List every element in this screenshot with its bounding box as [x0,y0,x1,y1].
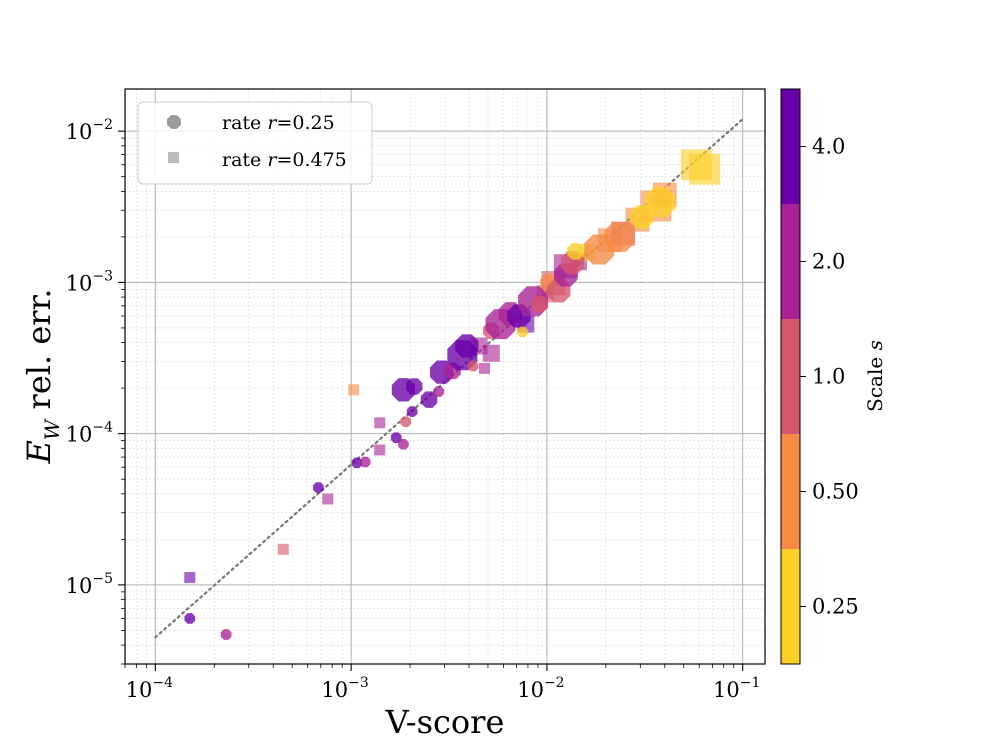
data-point-octagon [420,391,438,408]
legend-entry-0-suffix: =0.25 [276,112,334,134]
data-point-octagon [359,456,371,468]
y-tick-label: 10−5 [66,571,113,598]
data-point-octagon [390,432,402,444]
data-point-square [322,493,334,505]
data-point-octagon [567,243,584,260]
colorbar-tick-label: 0.25 [812,595,859,619]
colorbar-segment [781,204,800,319]
data-point-square [277,543,289,555]
legend-entry-1-var: r [267,149,278,171]
legend-box [137,101,373,185]
x-tick-label: 10−1 [713,675,760,702]
colorbar-tick-label: 1.0 [812,365,845,389]
colorbar-tick-label: 2.0 [812,250,845,274]
data-point-octagon [467,360,479,372]
major-grid [125,89,765,664]
y-tick-label: 10−4 [66,420,113,447]
x-axis-title: V-score [385,703,505,741]
plot-frame [124,88,766,665]
colorbar-title-var: s [863,340,887,350]
colorbar-title: Scale s [863,340,887,412]
data-point-octagon [398,439,409,450]
colorbar: 0.25 0.50 1.0 2.0 4.0 [781,89,859,664]
ticks-layer [118,130,744,671]
legend-octagon-marker [167,115,181,129]
data-point-octagon [400,416,412,428]
colorbar-segment [781,319,800,434]
legend-square-marker [168,152,179,163]
data-point-octagon [184,613,196,624]
data-point-square [374,444,386,456]
data-point-octagon [455,334,479,358]
legend-entry-1: rate r=0.475 [222,149,347,171]
colorbar-segment [781,549,800,664]
data-point-octagon [433,386,444,397]
x-tick-label: 10−2 [517,675,564,702]
data-point-square [689,153,721,185]
data-point-octagon [645,186,676,218]
data-point-square [374,417,386,429]
y-axis-title: EW rel. err. [20,288,64,464]
colorbar-segment [781,89,800,204]
colorbar-tick-label: 0.50 [812,480,859,504]
y-axis-symbol: E [20,440,58,464]
colorbar-tick-label: 4.0 [812,135,845,159]
data-point-octagon [630,205,654,229]
data-point-octagon [531,295,549,313]
data-point-square [482,344,500,362]
data-point-octagon [517,326,528,338]
x-tick-label: 10−3 [321,675,368,702]
legend-entry-1-prefix: rate [222,149,267,171]
colorbar-segment [781,434,800,549]
data-point-square [478,362,490,374]
legend: rate r=0.25 rate r=0.475 [137,101,373,185]
y-axis-text: rel. err. [20,288,58,419]
legend-entry-0-var: r [267,112,278,134]
y-tick-label: 10−2 [66,117,113,144]
data-point-square [348,384,360,396]
x-tick-label: 10−4 [126,675,173,702]
data-point-octagon [604,221,635,252]
colorbar-title-prefix: Scale [863,350,887,411]
data-point-octagon [312,482,324,493]
points-layer [184,149,721,640]
data-point-square [184,571,196,583]
legend-entry-0-prefix: rate [222,112,267,134]
y-tick-label: 10−3 [66,268,113,295]
data-point-octagon [351,457,363,469]
legend-entry-0: rate r=0.25 [222,112,335,134]
colorbar-frame [780,88,801,665]
data-point-octagon [405,378,423,395]
data-point-octagon [406,406,418,417]
y-axis-subscript: W [40,418,64,440]
legend-entry-1-suffix: =0.475 [276,149,346,171]
data-point-octagon [220,629,232,640]
